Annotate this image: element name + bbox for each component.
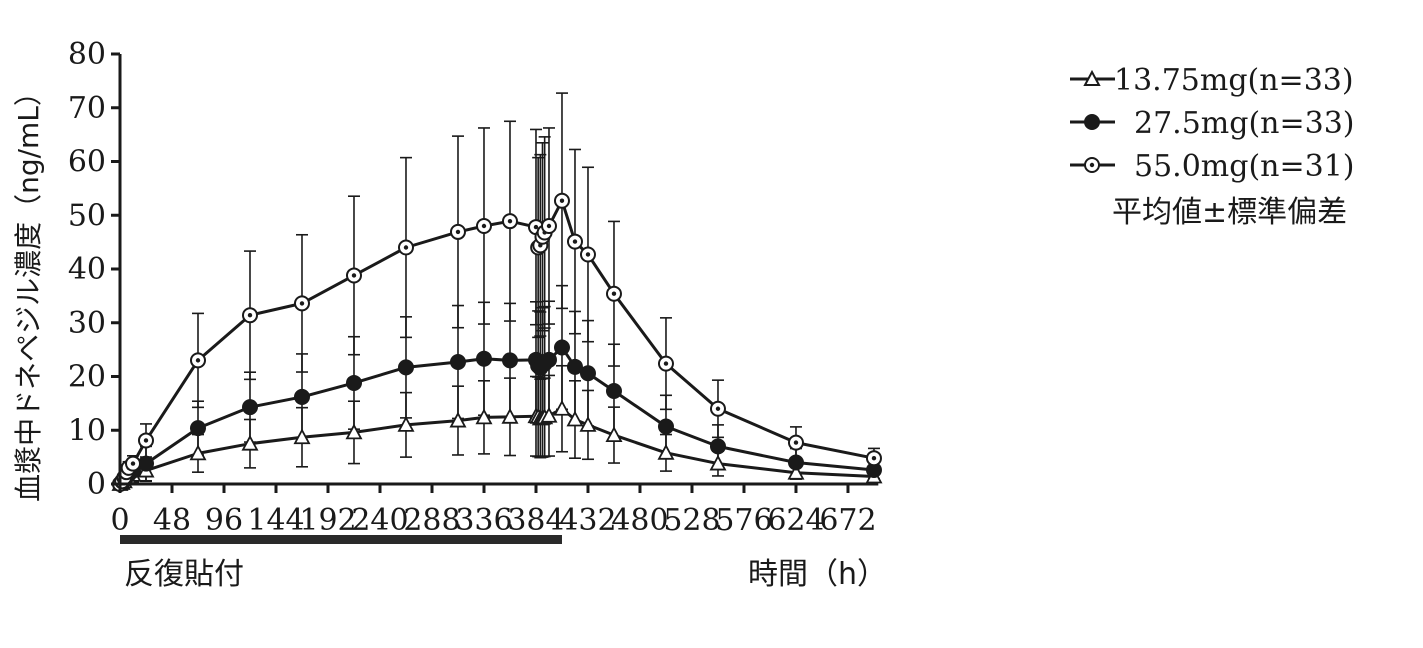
data-point-filled-circle <box>293 388 310 405</box>
x-tick-label: 480 <box>611 503 668 538</box>
data-point-open-circle <box>566 233 583 250</box>
x-tick-label: 0 <box>110 503 129 538</box>
y-tick-label: 30 <box>68 306 106 341</box>
data-point-open-circle <box>124 455 141 472</box>
data-point-triangle <box>709 454 727 471</box>
data-point-filled-circle <box>345 374 362 391</box>
data-point-filled-circle <box>566 358 583 375</box>
data-point-open-circle <box>865 450 882 467</box>
data-point-open-circle <box>137 432 154 449</box>
data-point-filled-circle <box>865 462 882 479</box>
x-tick-label: 48 <box>153 503 191 538</box>
data-point-open-circle <box>397 239 414 256</box>
series-lines <box>118 199 875 486</box>
data-point-filled-circle <box>605 383 622 400</box>
x-tick-label: 240 <box>351 503 408 538</box>
data-point-open-circle <box>540 218 557 234</box>
dosing-period-label: 反復貼付 <box>124 557 244 592</box>
data-point-open-circle <box>501 213 518 230</box>
x-axis-ticks: 0 48 96 14419224028833638443248052857662467… <box>110 484 877 538</box>
data-point-filled-circle <box>449 353 466 370</box>
y-tick-label: 40 <box>68 252 106 287</box>
x-tick-label: 384 <box>507 503 564 538</box>
data-point-triangle <box>579 415 597 432</box>
data-point-triangle <box>449 411 467 428</box>
data-point-triangle <box>540 406 558 423</box>
data-point-filled-circle <box>189 420 206 437</box>
x-tick-label: 144 <box>247 503 304 538</box>
data-point-open-circle <box>293 295 310 312</box>
data-point-filled-circle <box>709 438 726 455</box>
y-tick-label: 0 <box>87 467 106 502</box>
x-tick-label: 192 <box>299 503 356 538</box>
data-point-filled-circle <box>540 351 557 368</box>
svg-text:55.0mg(n=31): 55.0mg(n=31) <box>1134 149 1355 184</box>
filled-circle-marker-icon <box>1084 114 1100 130</box>
data-point-open-circle <box>475 218 492 234</box>
data-point-open-circle <box>657 355 674 372</box>
x-tick-label: 576 <box>715 503 772 538</box>
data-point-open-circle <box>709 400 726 417</box>
error-bars <box>116 92 880 485</box>
data-point-open-circle <box>553 192 570 209</box>
y-tick-label: 80 <box>68 37 106 72</box>
x-tick-label: 288 <box>403 503 460 538</box>
data-point-filled-circle <box>241 399 258 416</box>
data-point-open-circle <box>241 307 258 324</box>
open-triangle-marker-icon <box>1083 69 1101 86</box>
legend-item-55-0mg: 55.0mg(n=31) <box>1070 149 1355 184</box>
x-tick-label: 96 <box>205 503 243 538</box>
svg-text:27.5mg(n=33): 27.5mg(n=33) <box>1134 106 1355 141</box>
data-point-triangle <box>397 415 415 432</box>
x-axis-title: 時間（h） <box>748 557 887 592</box>
y-tick-label: 70 <box>68 91 106 126</box>
legend-note: 平均値±標準偏差 <box>1112 195 1347 230</box>
data-point-filled-circle <box>787 454 804 471</box>
data-point-triangle <box>605 426 623 442</box>
y-tick-label: 10 <box>68 413 106 448</box>
data-point-filled-circle <box>579 365 596 382</box>
dosing-period-bar <box>120 535 562 544</box>
y-tick-label: 20 <box>68 360 106 395</box>
data-point-open-circle <box>787 434 804 451</box>
series-line-1 <box>119 407 875 486</box>
x-tick-label: 432 <box>559 503 616 538</box>
y-tick-label: 60 <box>68 145 106 180</box>
data-point-open-circle <box>579 246 596 263</box>
data-point-filled-circle <box>397 359 414 376</box>
legend-item-13-75mg: 13.75mg(n=33) <box>1070 63 1354 98</box>
data-point-open-circle <box>605 285 622 302</box>
x-tick-label: 672 <box>819 503 876 538</box>
data-point-triangle <box>189 444 207 461</box>
data-point-triangle <box>657 443 675 460</box>
x-tick-label: 624 <box>767 503 824 538</box>
data-point-filled-circle <box>475 350 492 367</box>
data-point-triangle <box>293 428 311 445</box>
data-point-triangle <box>787 463 805 480</box>
y-tick-label: 50 <box>68 198 106 233</box>
data-point-triangle <box>501 407 519 424</box>
data-point-triangle <box>241 434 259 451</box>
data-point-open-circle <box>449 223 466 240</box>
y-axis-title: 血漿中ドネペジル濃度（ng/mL） <box>12 78 45 502</box>
data-point-triangle <box>475 408 493 425</box>
svg-text:13.75mg(n=33): 13.75mg(n=33) <box>1114 63 1354 98</box>
x-tick-label: 528 <box>663 503 720 538</box>
data-point-filled-circle <box>137 455 154 472</box>
data-point-open-circle <box>189 352 206 369</box>
data-point-triangle <box>553 399 571 416</box>
series-line-3 <box>118 199 875 485</box>
data-point-filled-circle <box>501 352 518 369</box>
data-point-triangle <box>345 423 363 440</box>
x-tick-label: 336 <box>455 503 512 538</box>
data-point-triangle <box>566 410 584 427</box>
y-axis-ticks: 0 10 20 30 40 50 60 70 80 <box>68 37 120 502</box>
legend: 13.75mg(n=33) 27.5mg(n=33) 55.0mg(n=31) … <box>1070 63 1355 230</box>
legend-item-27-5mg: 27.5mg(n=33) <box>1070 106 1355 141</box>
data-point-filled-circle <box>657 418 674 435</box>
data-point-open-circle <box>345 267 362 284</box>
data-point-filled-circle <box>553 339 570 356</box>
